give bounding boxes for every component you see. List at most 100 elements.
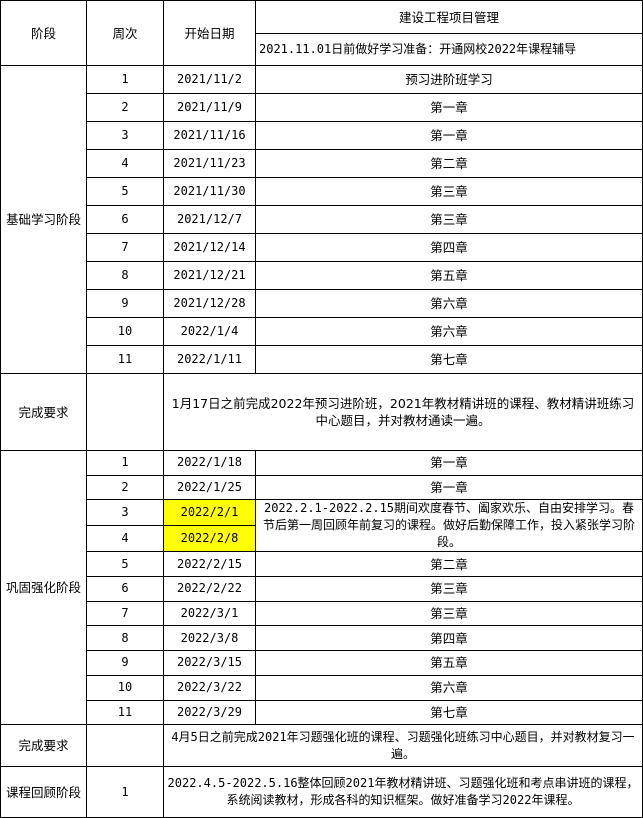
stage-label: 基础学习阶段: [0, 65, 87, 374]
content-cell: 第三章: [255, 600, 643, 627]
content-cell: 第二章: [255, 149, 643, 178]
table-row: 7 2021/12/14 第四章: [1, 233, 643, 262]
requirement-label: 完成要求: [0, 724, 87, 768]
content-cell: 第六章: [255, 317, 643, 346]
week-cell: 10: [86, 317, 164, 346]
content-cell: 第一章: [255, 450, 643, 476]
table-row: 2 2022/1/25 第一章: [1, 474, 643, 501]
table-row: 10 2022/1/4 第六章: [1, 317, 643, 346]
week-cell: 2: [86, 474, 164, 501]
date-cell: 2021/11/23: [163, 149, 256, 178]
content-cell: 第三章: [255, 576, 643, 602]
content-cell: 预习进阶班学习: [255, 65, 643, 94]
table-row: 3 2022/2/1 2022.2.1-2022.2.15期间欢度春节、阖家欢乐、自…: [1, 499, 643, 553]
table-row: 4 2022/2/8: [1, 525, 643, 553]
table-row: 5 2021/11/30 第三章: [1, 177, 643, 206]
stage-label: 巩固强化阶段: [0, 449, 87, 726]
content-cell: 第三章: [255, 177, 643, 206]
week-cell: 9: [86, 650, 164, 676]
date-cell: 2022/1/25: [163, 474, 256, 501]
date-cell: 2022/3/8: [163, 625, 256, 652]
content-cell: 第五章: [255, 261, 643, 290]
content-cell: 第五章: [255, 650, 643, 676]
content-cell: 第四章: [255, 625, 643, 652]
date-cell: 2022/1/4: [163, 317, 256, 346]
header-date: 开始日期: [163, 0, 256, 66]
empty-cell: [86, 724, 164, 768]
date-cell: 2022/2/1: [163, 499, 256, 527]
requirement-text: 4月5日之前完成2021年习题强化班的课程、习题强化班练习中心题目，并对教材复习…: [163, 724, 643, 768]
week-cell: 1: [86, 450, 164, 476]
content-cell: 第六章: [255, 289, 643, 318]
week-cell: 11: [86, 699, 164, 726]
week-cell: 2: [86, 93, 164, 122]
header-stage: 阶段: [0, 0, 87, 66]
week-cell: 6: [86, 576, 164, 602]
week-cell: 5: [86, 177, 164, 206]
content-cell: 2022.2.1-2022.2.15期间欢度春节、阖家欢乐、自由安排学习。春节后…: [255, 499, 643, 553]
date-cell: 2021/11/16: [163, 121, 256, 150]
week-cell: 10: [86, 674, 164, 701]
basic-requirement-row: 完成要求 1月17日之前完成2022年预习进阶班，2021年教材精讲班的课程、教…: [0, 373, 643, 451]
table-row: 9 2021/12/28 第六章: [1, 289, 643, 318]
date-cell: 2022/2/8: [163, 525, 256, 553]
content-cell: 第三章: [255, 205, 643, 234]
table-row: 6 2021/12/7 第三章: [1, 205, 643, 234]
content-cell: 第二章: [255, 551, 643, 578]
date-cell: 2021/11/2: [163, 65, 256, 94]
week-cell: 1: [86, 65, 164, 94]
date-cell: 2022/1/18: [163, 450, 256, 476]
table-row: 巩固强化阶段 1 2022/1/18 第一章: [0, 449, 643, 726]
date-cell: 2022/2/15: [163, 551, 256, 578]
date-cell: 2021/11/30: [163, 177, 256, 206]
requirement-label: 完成要求: [0, 373, 87, 451]
prep-note: 2021.11.01日前做好学习准备：开通网校2022年课程辅导: [255, 33, 643, 66]
table-row: 基础学习阶段 1 2021/11/2 预习进阶班学习: [0, 65, 643, 374]
content-cell: 第一章: [255, 93, 643, 122]
content-cell: 第七章: [255, 699, 643, 726]
content-cell: 第六章: [255, 674, 643, 701]
date-cell: 2022/3/29: [163, 699, 256, 726]
consolidate-requirement-row: 完成要求 4月5日之前完成2021年习题强化班的课程、习题强化班练习中心题目，并…: [0, 724, 643, 768]
date-cell: 2022/1/11: [163, 345, 256, 374]
week-cell: 3: [86, 121, 164, 150]
week-cell: 4: [86, 525, 164, 553]
week-cell: 11: [86, 345, 164, 374]
week-cell: 4: [86, 149, 164, 178]
content-cell: 第四章: [255, 233, 643, 262]
empty-cell: [86, 373, 164, 451]
review-text: 2022.4.5-2022.5.16整体回顾2021年教材精讲班、习题强化班和考…: [163, 766, 643, 818]
content-cell: 第一章: [255, 474, 643, 501]
table-row: 6 2022/2/22 第三章: [1, 576, 643, 602]
table-row: 7 2022/3/1 第三章: [1, 600, 643, 627]
table-row: 11 2022/1/11 第七章: [1, 345, 643, 374]
date-cell: 2021/12/28: [163, 289, 256, 318]
date-cell: 2022/3/22: [163, 674, 256, 701]
week-cell: 5: [86, 551, 164, 578]
week-cell: 3: [86, 499, 164, 527]
table-row: 9 2022/3/15 第五章: [1, 650, 643, 676]
date-cell: 2021/12/7: [163, 205, 256, 234]
content-cell: 第七章: [255, 345, 643, 374]
week-cell: 7: [86, 600, 164, 627]
date-cell: 2021/12/14: [163, 233, 256, 262]
requirement-text: 1月17日之前完成2022年预习进阶班，2021年教材精讲班的课程、教材精讲班练…: [163, 373, 643, 451]
week-cell: 6: [86, 205, 164, 234]
table-row: 8 2022/3/8 第四章: [1, 625, 643, 652]
table-row: 4 2021/11/23 第二章: [1, 149, 643, 178]
content-cell: 第一章: [255, 121, 643, 150]
date-cell: 2022/2/22: [163, 576, 256, 602]
review-week: 1: [86, 766, 164, 818]
review-stage: 课程回顾阶段: [0, 766, 87, 818]
week-cell: 8: [86, 625, 164, 652]
header-week: 周次: [86, 0, 164, 66]
table-row: 2 2021/11/9 第一章: [1, 93, 643, 122]
table-row: 8 2021/12/21 第五章: [1, 261, 643, 290]
date-cell: 2021/12/21: [163, 261, 256, 290]
table-row: 10 2022/3/22 第六章: [1, 674, 643, 701]
table-row: 5 2022/2/15 第二章: [1, 551, 643, 578]
date-cell: 2021/11/9: [163, 93, 256, 122]
date-cell: 2022/3/15: [163, 650, 256, 676]
week-cell: 9: [86, 289, 164, 318]
